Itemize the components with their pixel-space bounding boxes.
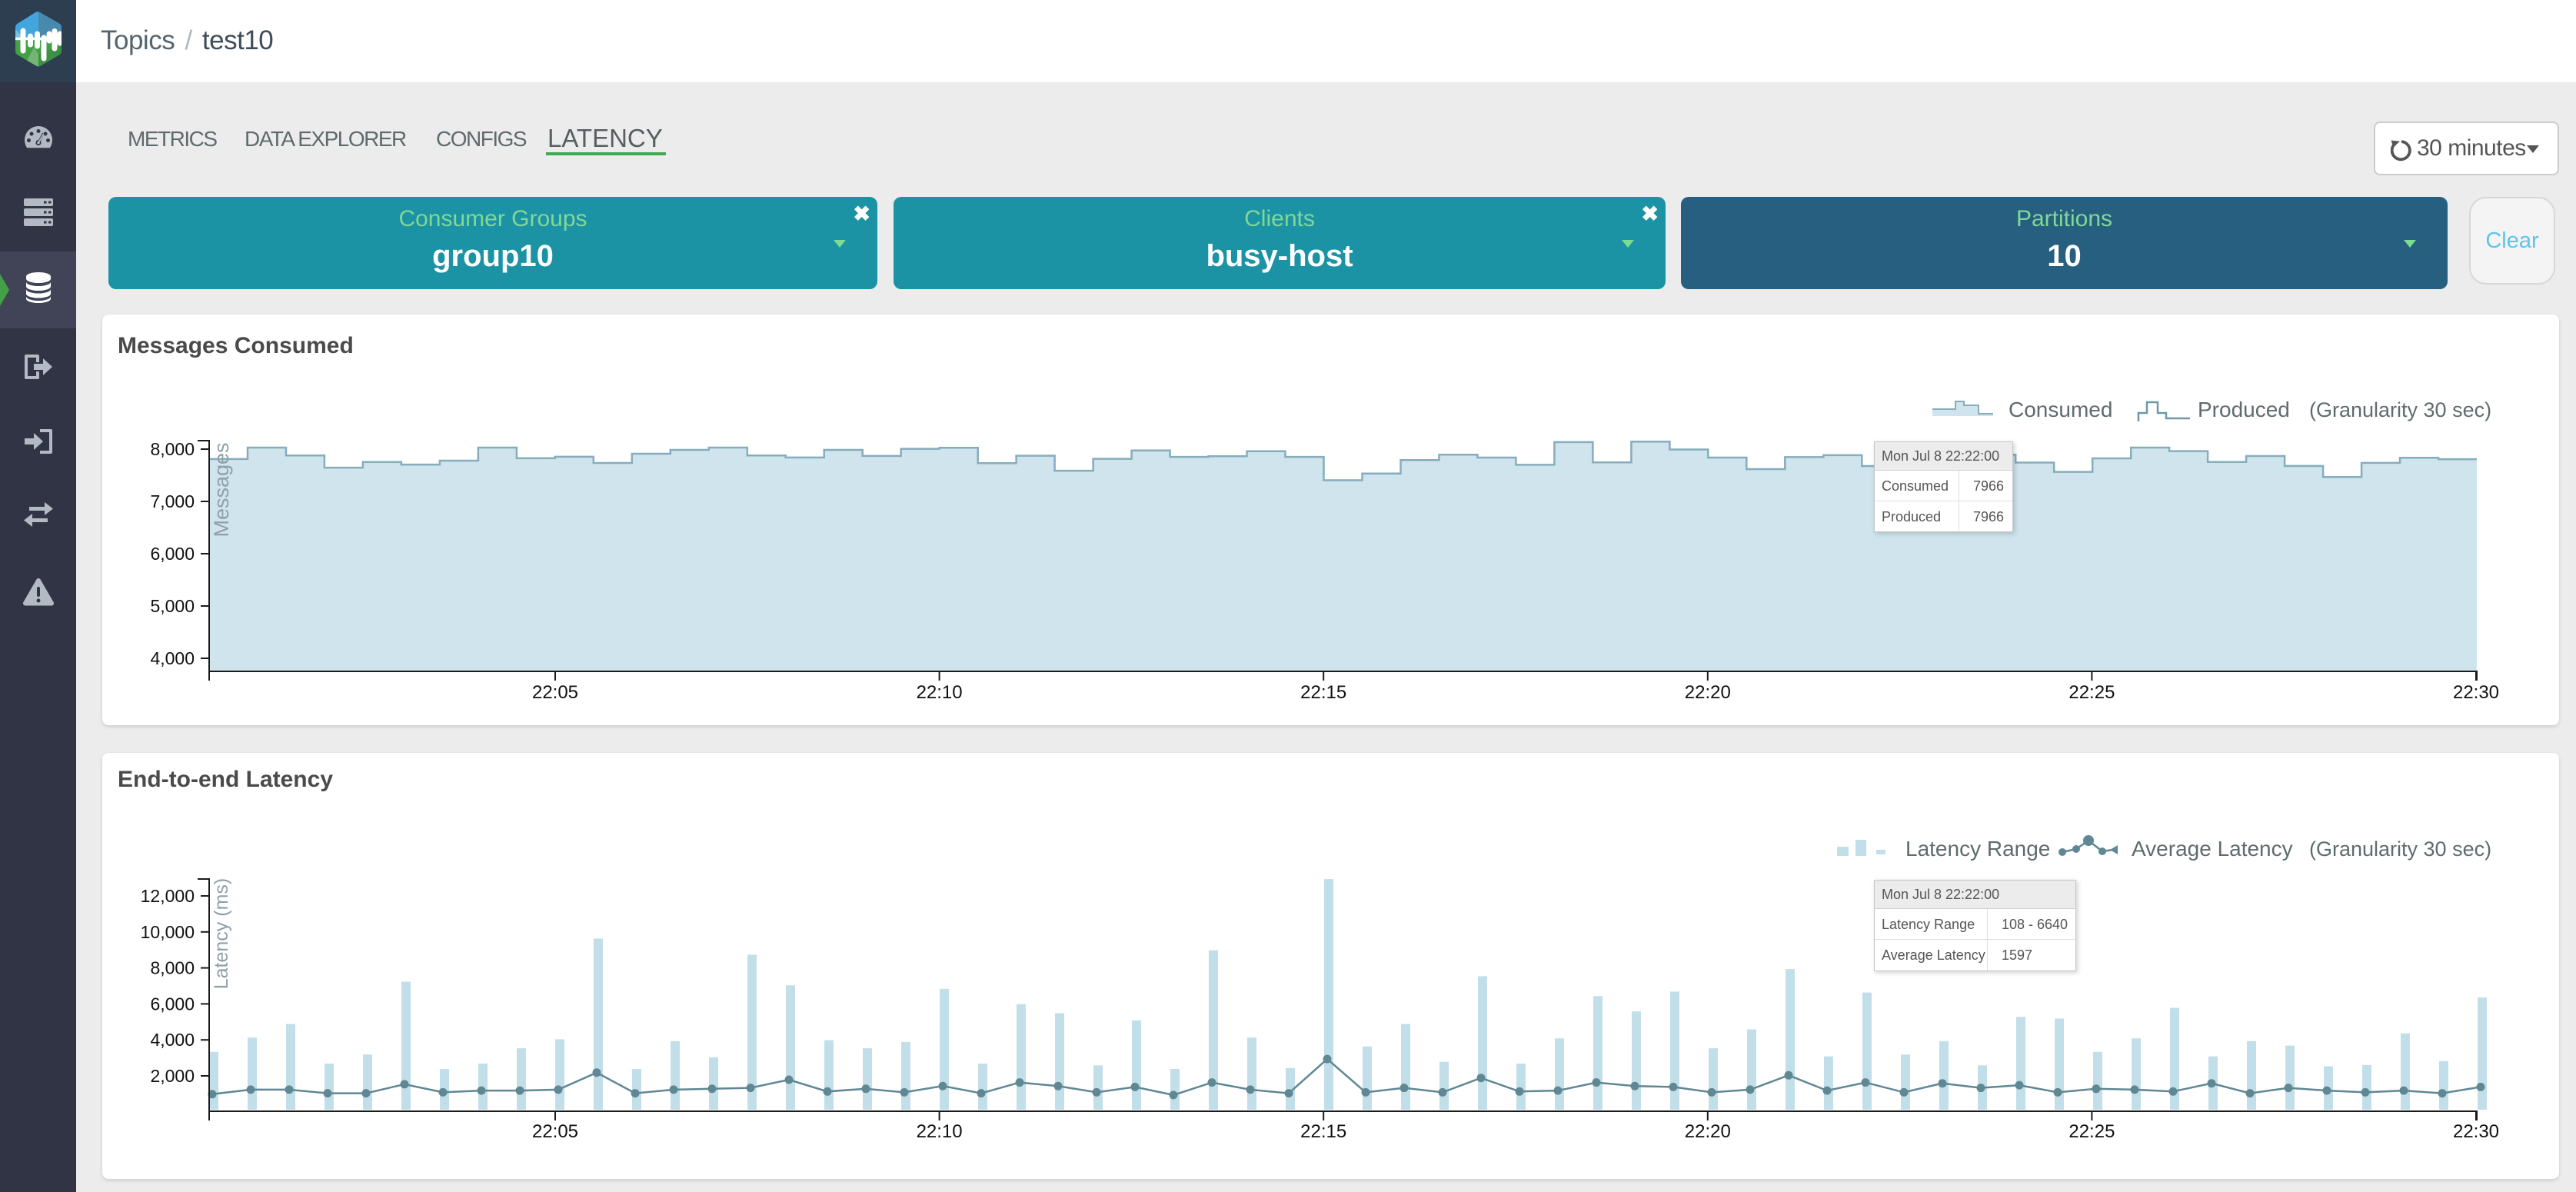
svg-text:5,000: 5,000	[150, 596, 195, 616]
svg-text:12,000: 12,000	[141, 886, 195, 906]
svg-text:10,000: 10,000	[141, 922, 195, 942]
svg-text:(Granularity 30 sec): (Granularity 30 sec)	[2309, 398, 2491, 421]
svg-text:Produced: Produced	[2198, 398, 2290, 421]
svg-text:6,000: 6,000	[150, 544, 195, 564]
svg-text:22:25: 22:25	[2068, 1121, 2115, 1142]
svg-text:(Granularity 30 sec): (Granularity 30 sec)	[2309, 837, 2491, 861]
svg-text:22:15: 22:15	[1300, 682, 1346, 703]
svg-text:22:30: 22:30	[2453, 682, 2499, 703]
svg-text:8,000: 8,000	[150, 439, 195, 459]
svg-text:Latency Range: Latency Range	[1905, 837, 2050, 861]
svg-text:4,000: 4,000	[150, 1030, 195, 1050]
svg-text:8,000: 8,000	[150, 958, 195, 978]
svg-text:22:05: 22:05	[532, 1121, 578, 1142]
svg-text:22:20: 22:20	[1685, 682, 1731, 703]
svg-text:Average Latency: Average Latency	[2132, 837, 2293, 861]
svg-text:22:10: 22:10	[917, 682, 963, 703]
svg-text:22:30: 22:30	[2453, 1121, 2499, 1142]
svg-text:6,000: 6,000	[150, 994, 195, 1014]
svg-text:22:20: 22:20	[1685, 1121, 1731, 1142]
svg-text:Messages: Messages	[210, 442, 233, 537]
svg-text:22:25: 22:25	[2068, 682, 2115, 703]
svg-text:22:15: 22:15	[1300, 1121, 1346, 1142]
svg-text:22:10: 22:10	[917, 1121, 963, 1142]
svg-text:22:05: 22:05	[532, 682, 578, 703]
svg-text:Latency (ms): Latency (ms)	[211, 878, 232, 989]
svg-text:2,000: 2,000	[150, 1066, 195, 1086]
svg-text:4,000: 4,000	[150, 648, 195, 668]
svg-text:Consumed: Consumed	[2009, 398, 2112, 421]
svg-text:7,000: 7,000	[150, 491, 195, 511]
